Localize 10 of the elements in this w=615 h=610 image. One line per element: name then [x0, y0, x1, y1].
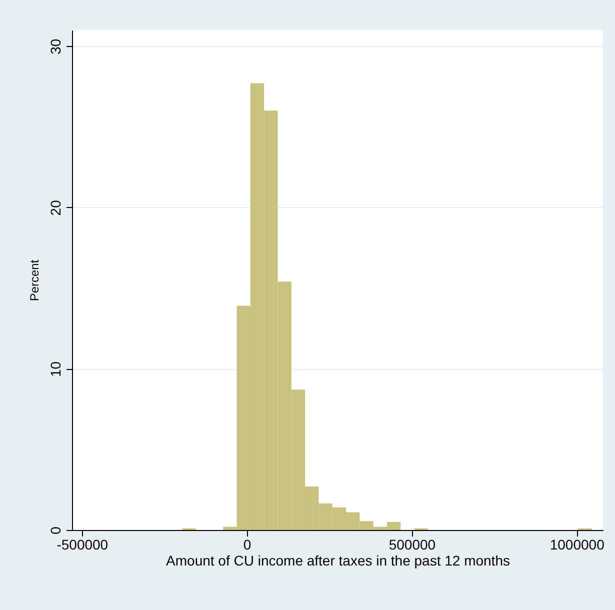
- x-axis-title: Amount of CU income after taxes in the past 12 months: [166, 552, 510, 568]
- x-tick-label: 500000: [388, 536, 436, 552]
- y-tick-label: 30: [48, 38, 64, 54]
- y-tick-label: 0: [48, 526, 64, 534]
- y-tick-label: 10: [48, 361, 64, 377]
- x-tick-label: 1000000: [550, 536, 605, 552]
- y-axis-title: Percent: [28, 259, 42, 302]
- x-tick-label: 0: [243, 536, 252, 552]
- x-tick-label: -500000: [56, 536, 108, 552]
- y-tick-label: 20: [48, 200, 64, 216]
